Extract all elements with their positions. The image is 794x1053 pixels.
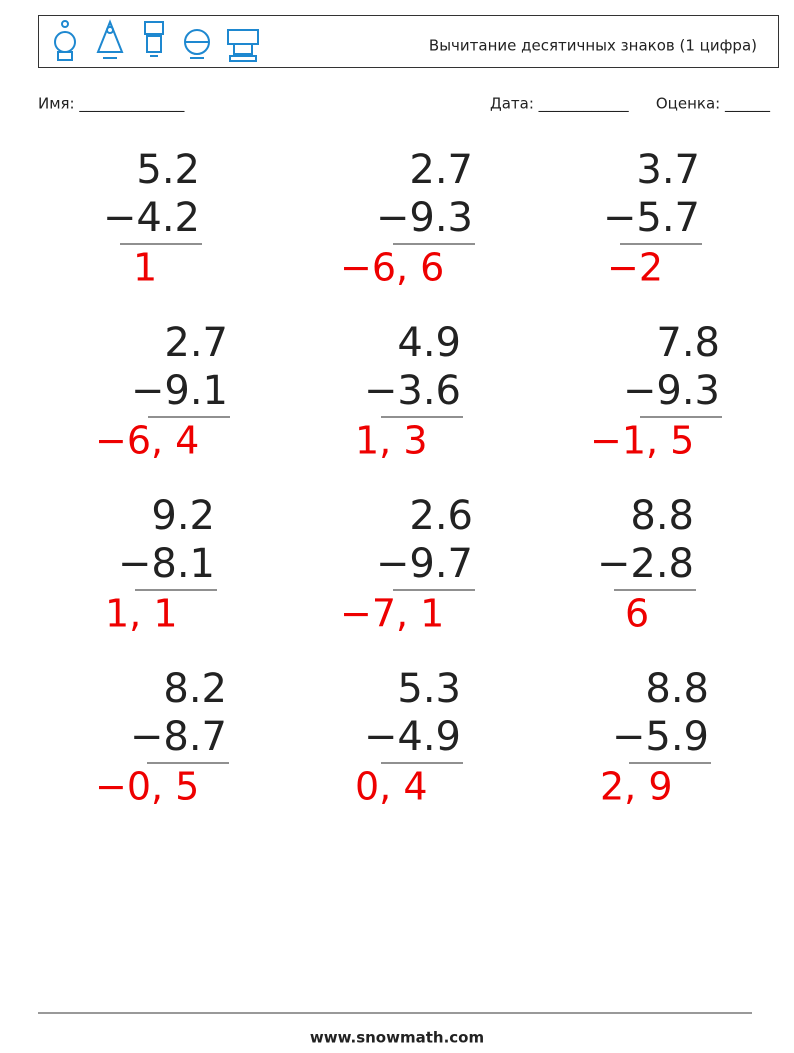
answer: 6 (625, 592, 649, 636)
subtrahend: −3.6 (364, 368, 461, 414)
minuend: 5.3 (397, 666, 461, 712)
answer: 2, 9 (600, 765, 673, 809)
answer: −2 (607, 246, 663, 290)
answer: −1, 5 (590, 419, 694, 463)
header-box (38, 15, 779, 68)
minuend: 2.7 (164, 320, 228, 366)
subtrahend: −9.1 (131, 368, 228, 414)
subtrahend: −8.7 (130, 714, 227, 760)
header-title: Вычитание десятичных знаков (1 цифра) (429, 37, 757, 55)
name-field: Имя: ______________ (38, 95, 185, 114)
minuend: 8.8 (645, 666, 709, 712)
answer: 1 (133, 246, 157, 290)
minuend: 8.2 (163, 666, 227, 712)
subtrahend: −8.1 (118, 541, 215, 587)
answer: 1, 1 (105, 592, 178, 636)
minuend: 7.8 (656, 320, 720, 366)
answer: 0, 4 (355, 765, 428, 809)
footer-site: www.snowmath.com (310, 1029, 484, 1047)
minuend: 3.7 (636, 147, 700, 193)
minuend: 2.6 (409, 493, 473, 539)
subtrahend: −5.9 (612, 714, 709, 760)
subtrahend: −9.3 (623, 368, 720, 414)
answer: −0, 5 (95, 765, 199, 809)
answer: 1, 3 (355, 419, 428, 463)
subtrahend: −9.3 (376, 195, 473, 241)
grade-field: Оценка: ______ (656, 95, 771, 114)
robot-icons (54, 19, 259, 62)
subtrahend: −5.7 (603, 195, 700, 241)
answer: −6, 6 (340, 246, 444, 290)
answer: −6, 4 (95, 419, 199, 463)
subtrahend: −9.7 (376, 541, 473, 587)
minuend: 8.8 (630, 493, 694, 539)
date-field: Дата: ____________ (490, 95, 629, 114)
subtrahend: −2.8 (597, 541, 694, 587)
subtrahend: −4.2 (103, 195, 200, 241)
subtrahend: −4.9 (364, 714, 461, 760)
minuend: 5.2 (136, 147, 200, 193)
answer: −7, 1 (340, 592, 444, 636)
minuend: 9.2 (151, 493, 215, 539)
minuend: 4.9 (397, 320, 461, 366)
minuend: 2.7 (409, 147, 473, 193)
